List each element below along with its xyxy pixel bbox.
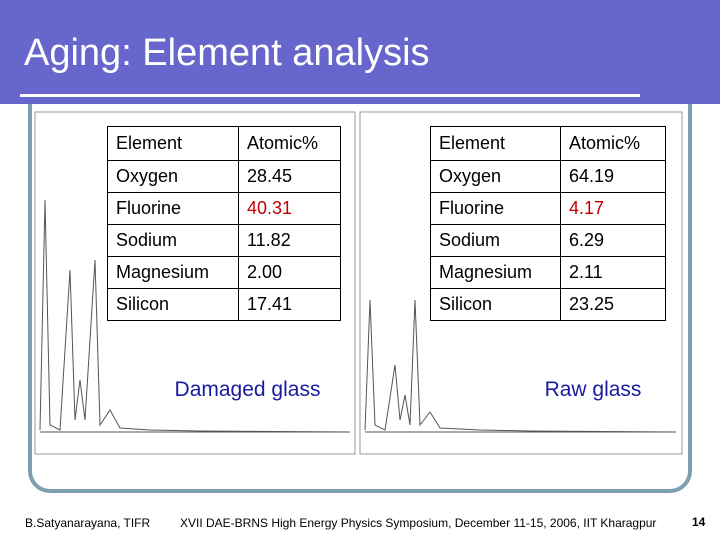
- spectrum-trace: [39, 199, 351, 433]
- table-cell: 4.17: [560, 192, 666, 225]
- element-table: Element Atomic% Oxygen 64.19 Fluorine 4.17 Sod…: [430, 126, 666, 321]
- table-cell: Fluorine: [107, 192, 239, 225]
- table-cell: Sodium: [107, 224, 239, 257]
- table-row: Silicon 23.25: [430, 288, 666, 321]
- frame: [28, 104, 692, 493]
- footer-event: XVII DAE-BRNS High Energy Physics Sympos…: [180, 516, 657, 530]
- table-row: Fluorine 40.31: [107, 192, 341, 225]
- table-row: Silicon 17.41: [107, 288, 341, 321]
- table-row: Element Atomic%: [107, 126, 341, 161]
- table-row: Oxygen 28.45: [107, 160, 341, 193]
- table-row: Magnesium 2.11: [430, 256, 666, 289]
- table-cell: 23.25: [560, 288, 666, 321]
- table-cell: Atomic%: [560, 126, 666, 161]
- table-cell: 2.11: [560, 256, 666, 289]
- element-table: Element Atomic% Oxygen 28.45 Fluorine 40.31 So…: [107, 126, 341, 321]
- table-cell: Oxygen: [430, 160, 561, 193]
- table-cell: Silicon: [430, 288, 561, 321]
- header-band: [0, 0, 720, 104]
- table-cell: 64.19: [560, 160, 666, 193]
- table-cell: Magnesium: [107, 256, 239, 289]
- title-rule: [20, 94, 640, 97]
- table-cell: Atomic%: [238, 126, 341, 161]
- table-cell: Sodium: [430, 224, 561, 257]
- spectrum-trace: [364, 299, 676, 433]
- table-cell: 2.00: [238, 256, 341, 289]
- title: Aging: Element analysis: [24, 32, 430, 74]
- table-cell: 6.29: [560, 224, 666, 257]
- table-cell: Fluorine: [430, 192, 561, 225]
- table-cell: Element: [430, 126, 561, 161]
- table-row: Oxygen 64.19: [430, 160, 666, 193]
- table-cell: Magnesium: [430, 256, 561, 289]
- caption: Damaged glass: [155, 355, 340, 425]
- page-number: 14: [692, 515, 706, 529]
- table-cell: Element: [107, 126, 239, 161]
- table-row: Element Atomic%: [430, 126, 666, 161]
- table-row: Sodium 11.82: [107, 224, 341, 257]
- table-cell: 40.31: [238, 192, 341, 225]
- table-cell: 11.82: [238, 224, 341, 257]
- table-cell: 28.45: [238, 160, 341, 193]
- table-cell: Silicon: [107, 288, 239, 321]
- table-row: Fluorine 4.17: [430, 192, 666, 225]
- footer-author: B.Satyanarayana, TIFR: [25, 516, 151, 530]
- table-cell: Oxygen: [107, 160, 239, 193]
- table-row: Sodium 6.29: [430, 224, 666, 257]
- table-row: Magnesium 2.00: [107, 256, 341, 289]
- caption: Raw glass: [520, 355, 666, 425]
- table-cell: 17.41: [238, 288, 341, 321]
